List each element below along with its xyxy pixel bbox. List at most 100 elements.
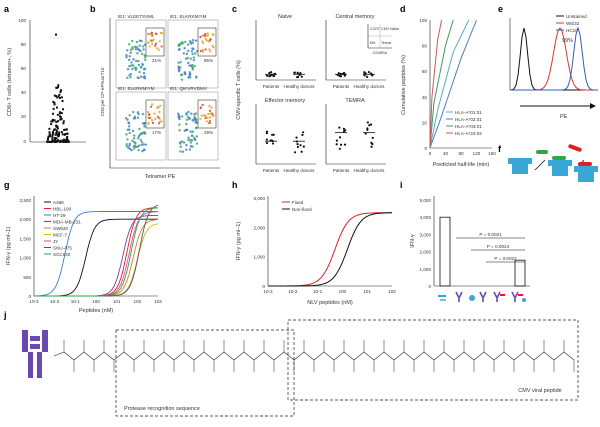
a-point (60, 89, 63, 92)
b-xlabel: Tetramer PE (145, 174, 176, 180)
i-ytick: 1,000 (420, 267, 432, 272)
a-ylabel: CD8+ T cells (tetramer+, %) (7, 48, 13, 116)
b-event (129, 73, 133, 76)
c-point (370, 141, 373, 144)
g-xtick: 10-3 (29, 299, 39, 304)
i-ytick: 4,000 (420, 215, 432, 220)
g-legend-item: JY (53, 239, 58, 244)
b-event (142, 76, 145, 79)
a-point (65, 139, 68, 142)
b-event (194, 118, 198, 121)
d-xtick: 80 (458, 151, 464, 156)
svg-text:CD45RA: CD45RA (373, 51, 388, 55)
d-legend-item: HLA-A*24:02 (455, 131, 482, 136)
b-event (131, 46, 134, 49)
j-box2-label: CMV viral peptide (518, 388, 561, 394)
b-event (185, 148, 188, 151)
c-point (338, 147, 341, 150)
svg-text:Temra: Temra (381, 41, 391, 45)
c-point (365, 75, 369, 78)
a-point (49, 135, 52, 138)
b-event (124, 117, 128, 120)
b-event (178, 129, 181, 132)
i-bar (514, 259, 526, 287)
b-gate (197, 27, 217, 57)
b-event (209, 112, 212, 115)
d-series-line (429, 19, 477, 149)
svg-text:CMV Naive: CMV Naive (381, 27, 399, 31)
h-xtick: 102 (388, 289, 396, 294)
b-event (182, 141, 186, 144)
e-histogram (510, 27, 598, 91)
b-event (205, 39, 208, 42)
b-quad-pct: 21% (152, 58, 161, 63)
a-point (59, 140, 62, 143)
c-point (299, 144, 302, 147)
b-event (137, 59, 140, 63)
a-point (54, 140, 57, 143)
b-event (144, 58, 147, 62)
b-event (181, 150, 185, 153)
a-point (55, 137, 58, 140)
a-point (49, 140, 52, 143)
c-point (296, 145, 300, 149)
d-ytick: 60 (422, 69, 428, 74)
b-event (144, 143, 148, 146)
b-event (184, 72, 187, 76)
b-event (154, 32, 158, 35)
j-box-cmv (287, 319, 579, 401)
b-event (187, 49, 190, 53)
c-point (293, 71, 296, 74)
b-event (125, 133, 128, 136)
b-event (142, 68, 146, 71)
b-event (138, 70, 141, 74)
f-mhc-exchanged (574, 162, 598, 182)
b-event (189, 141, 192, 144)
b-event (187, 61, 190, 65)
b-event (131, 129, 135, 133)
b-gate (145, 99, 165, 129)
c-group-label: Patients (333, 168, 350, 173)
h-ytick: 0 (262, 284, 265, 289)
b-event (190, 134, 194, 138)
b-event (189, 57, 192, 60)
a-ytick: 100 (18, 18, 26, 23)
b-event (137, 148, 140, 152)
b-event (138, 133, 142, 136)
b-event (178, 123, 181, 126)
b-event (130, 61, 133, 64)
g-xtick: 102 (133, 299, 141, 304)
b-event (128, 43, 131, 46)
b-event (180, 140, 184, 143)
d-ytick: 0 (424, 146, 427, 151)
e-pct: 99% (562, 38, 573, 44)
a-point (55, 129, 58, 132)
c-group-label: Healthy donors (354, 168, 386, 173)
g-xtick: 100 (92, 299, 100, 304)
a-point (48, 133, 51, 136)
c-title-cm: Central memory (335, 14, 374, 20)
c-point (342, 127, 346, 130)
g-legend-item: HBL-100 (53, 207, 72, 212)
b-event (125, 54, 128, 57)
a-point (60, 118, 63, 121)
b-event (211, 44, 214, 47)
a-point (56, 125, 59, 128)
a-point (57, 140, 60, 143)
b-event (133, 147, 136, 150)
c-point (271, 133, 274, 136)
g-series-curve (34, 207, 159, 297)
b-event (178, 48, 181, 51)
i-bar (439, 216, 451, 287)
c-gate-inset: CCR7 CMV Naive EM Temra CD45RA (367, 24, 399, 55)
h-series-curve (268, 212, 392, 287)
a-point (62, 122, 65, 125)
j-box1-label: Protease recognition sequence (124, 406, 200, 412)
b-event (143, 54, 146, 57)
b-event (201, 40, 204, 43)
a-point (55, 132, 58, 135)
a-point (57, 135, 60, 138)
b-event (192, 119, 195, 122)
b-event (210, 112, 214, 115)
b-event (190, 65, 194, 68)
